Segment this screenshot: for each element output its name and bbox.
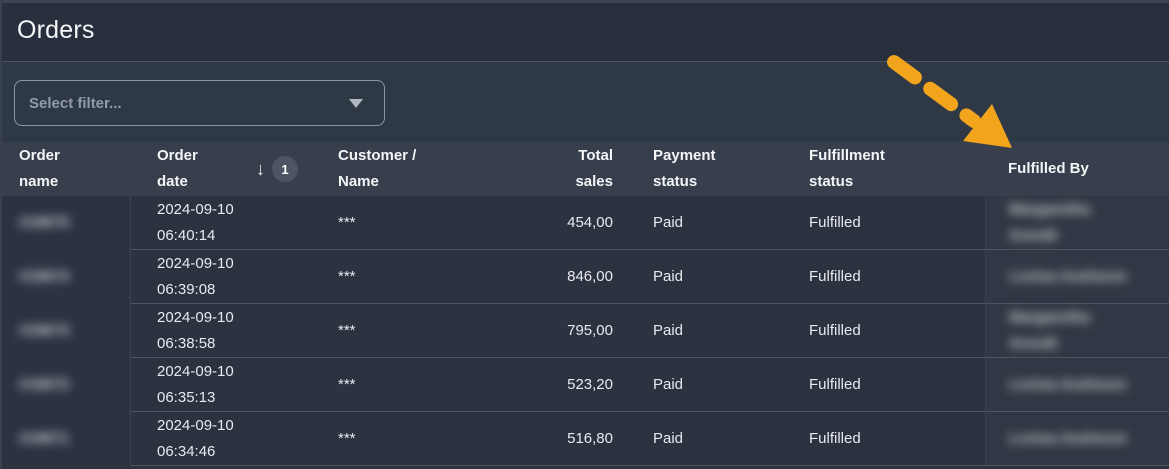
redacted-fulfilled-by: Lovisa Axelsson xyxy=(1009,429,1127,447)
fulfillment-status-cell: Fulfilled xyxy=(801,250,985,304)
column-header-customer-name[interactable]: Customer / Name xyxy=(338,147,417,190)
fulfilled-by-cell: Lovisa Axelsson xyxy=(985,412,1169,466)
redacted-fulfilled-by: Arendt xyxy=(1009,334,1058,352)
column-header-total-sales[interactable]: Total sales xyxy=(575,147,613,190)
payment-status-cell: Paid xyxy=(637,358,801,412)
filter-bar: Select filter... xyxy=(0,62,1169,142)
total-sales-cell: 516,80 xyxy=(480,412,637,466)
fulfillment-status-cell: Fulfilled xyxy=(801,196,985,250)
sort-indicator[interactable]: ↓ 1 xyxy=(256,156,298,182)
orders-table: Order name Order date ↓ 1 Customer / Nam… xyxy=(0,142,1169,466)
filter-select[interactable]: Select filter... xyxy=(14,80,385,126)
filter-placeholder: Select filter... xyxy=(29,94,122,112)
redacted-order-name: #19672 xyxy=(19,376,70,393)
customer-name-cell: *** xyxy=(330,412,480,466)
fulfillment-status-cell: Fulfilled xyxy=(801,412,985,466)
order-date-cell: 2024-09-10 06:34:46 xyxy=(131,412,330,466)
fulfilled-by-cell: Lovisa Axelsson xyxy=(985,250,1169,304)
total-sales-cell: 795,00 xyxy=(480,304,637,358)
fulfilled-by-cell: Lovisa Axelsson xyxy=(985,358,1169,412)
payment-status-cell: Paid xyxy=(637,304,801,358)
customer-name-cell: *** xyxy=(330,250,480,304)
total-sales-cell: 454,00 xyxy=(480,196,637,250)
column-header-fulfilled-by[interactable]: Fulfilled By xyxy=(1008,160,1089,177)
redacted-fulfilled-by: Lovisa Axelsson xyxy=(1009,375,1127,393)
table-row[interactable]: #19671 2024-09-10 06:34:46 *** 516,80 Pa… xyxy=(0,412,1169,466)
column-header-fulfillment-status[interactable]: Fulfillment status xyxy=(809,147,885,190)
payment-status-cell: Paid xyxy=(637,412,801,466)
table-row[interactable]: #19674 2024-09-10 06:39:08 *** 846,00 Pa… xyxy=(0,250,1169,304)
table-header-row: Order name Order date ↓ 1 Customer / Nam… xyxy=(0,142,1169,196)
redacted-fulfilled-by: Arendt xyxy=(1009,226,1058,244)
redacted-fulfilled-by: Lovisa Axelsson xyxy=(1009,267,1127,285)
column-header-payment-status[interactable]: Payment status xyxy=(653,147,716,190)
redacted-fulfilled-by: Margaretha xyxy=(1009,308,1090,326)
order-date-cell: 2024-09-10 06:35:13 xyxy=(131,358,330,412)
customer-name-cell: *** xyxy=(330,304,480,358)
sort-descending-icon: ↓ xyxy=(256,158,265,179)
total-sales-cell: 523,20 xyxy=(480,358,637,412)
fulfilled-by-cell: Margaretha Arendt xyxy=(985,196,1169,250)
redacted-order-name: #19675 xyxy=(19,214,70,231)
left-edge-divider xyxy=(0,0,2,469)
payment-status-cell: Paid xyxy=(637,196,801,250)
order-date-cell: 2024-09-10 06:38:58 xyxy=(131,304,330,358)
redacted-order-name: #19674 xyxy=(19,268,70,285)
order-name-cell: #19673 xyxy=(0,304,131,358)
title-bar: Orders xyxy=(0,0,1169,62)
order-date-cell: 2024-09-10 06:39:08 xyxy=(131,250,330,304)
order-name-cell: #19672 xyxy=(0,358,131,412)
order-name-cell: #19671 xyxy=(0,412,131,466)
customer-name-cell: *** xyxy=(330,196,480,250)
fulfilled-by-cell: Margaretha Arendt xyxy=(985,304,1169,358)
redacted-fulfilled-by: Margaretha xyxy=(1009,200,1090,218)
column-header-order-date[interactable]: Order date ↓ 1 xyxy=(131,142,330,196)
table-row[interactable]: #19673 2024-09-10 06:38:58 *** 795,00 Pa… xyxy=(0,304,1169,358)
order-date-cell: 2024-09-10 06:40:14 xyxy=(131,196,330,250)
fulfillment-status-cell: Fulfilled xyxy=(801,304,985,358)
order-name-cell: #19675 xyxy=(0,196,131,250)
page-title: Orders xyxy=(17,16,95,44)
top-edge-divider xyxy=(0,0,1169,3)
chevron-down-icon xyxy=(349,99,363,108)
table-body: #19675 2024-09-10 06:40:14 *** 454,00 Pa… xyxy=(0,196,1169,466)
order-name-cell: #19674 xyxy=(0,250,131,304)
sort-priority-badge: 1 xyxy=(272,156,298,182)
redacted-order-name: #19673 xyxy=(19,322,70,339)
total-sales-cell: 846,00 xyxy=(480,250,637,304)
column-header-order-name[interactable]: Order name xyxy=(19,147,60,190)
payment-status-cell: Paid xyxy=(637,250,801,304)
redacted-order-name: #19671 xyxy=(19,430,70,447)
customer-name-cell: *** xyxy=(330,358,480,412)
table-row[interactable]: #19672 2024-09-10 06:35:13 *** 523,20 Pa… xyxy=(0,358,1169,412)
fulfillment-status-cell: Fulfilled xyxy=(801,358,985,412)
table-row[interactable]: #19675 2024-09-10 06:40:14 *** 454,00 Pa… xyxy=(0,196,1169,250)
